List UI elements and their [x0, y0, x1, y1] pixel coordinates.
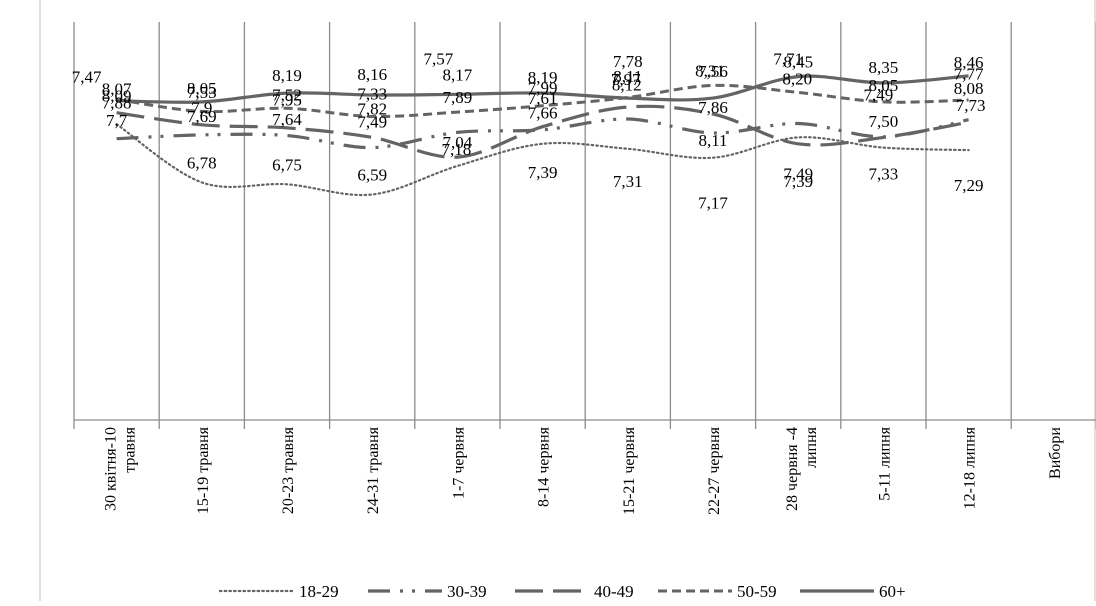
data-label: 8,16 [357, 65, 387, 84]
data-label: 7,73 [956, 96, 986, 115]
data-label: 7,47 [72, 68, 102, 87]
data-label: 7,88 [102, 94, 132, 113]
x-tick-label: 1-7 червня [450, 426, 467, 499]
data-label: 8,46 [954, 53, 984, 72]
data-label: 7,69 [187, 107, 217, 126]
data-label: 8,09 [102, 86, 132, 105]
data-label: 7,97 [611, 70, 641, 89]
data-label: 8,12 [612, 75, 642, 94]
data-label: 7,86 [698, 98, 728, 117]
x-tick-label: Вибори [1047, 427, 1064, 479]
data-label: 7,64 [272, 110, 302, 129]
data-label: 8,17 [443, 65, 473, 84]
data-label: 8,31 [695, 61, 725, 80]
data-label: 7,31 [613, 172, 643, 191]
data-label: 8,05 [187, 79, 217, 98]
data-label: 8,20 [782, 69, 812, 88]
data-labels: 7,76,78 6,756,597,047,39 7,317,177,49 7,337… [72, 49, 986, 212]
x-tick-label: 28 червня -4 липня [784, 426, 820, 511]
data-label: 7,50 [869, 112, 899, 131]
legend-label: 40-49 [594, 582, 634, 601]
x-tick-label: 5-11 липня [876, 426, 893, 500]
x-tick-label: 15-21 червня [621, 426, 638, 515]
data-label: 8,05 [869, 76, 899, 95]
x-tick-label: 30 квітня-10 травня [103, 426, 139, 511]
series-lines [115, 74, 970, 197]
data-label: 8,35 [869, 58, 899, 77]
data-label: 8,45 [783, 53, 813, 72]
legend: 18-29 30-39 40-49 50-59 60+ [218, 582, 906, 601]
data-label: 7,71 [773, 49, 803, 68]
data-label: 7,53 [187, 83, 217, 102]
data-label: 7,61 [528, 89, 558, 108]
data-label: 7,66 [528, 104, 558, 123]
data-label: 7,57 [424, 49, 454, 68]
data-label: 7,49 [864, 85, 894, 104]
data-label: 7,82 [357, 100, 387, 119]
data-label: 8,19 [272, 66, 302, 85]
legend-label: 18-29 [299, 582, 339, 601]
data-label: 7,52 [272, 86, 302, 105]
x-tick-labels: 30 квітня-10 травня 15-19 травня 20-23 трав… [103, 426, 1064, 515]
data-label: 8,08 [954, 79, 984, 98]
x-tick-label: 12-18 липня [962, 426, 979, 509]
vertical-gridlines [73, 22, 1096, 429]
data-label: 6,59 [357, 165, 387, 184]
data-label: 8,19 [528, 68, 558, 87]
x-tick-label: 22-27 червня [706, 426, 723, 515]
legend-label: 50-59 [737, 582, 777, 601]
data-label: 8,07 [102, 80, 132, 99]
data-label: 7,39 [528, 163, 558, 182]
x-tick-label: 15-19 травня [195, 426, 212, 514]
data-label: 7,49 [783, 164, 813, 183]
data-label: 7,17 [698, 194, 728, 213]
data-label: 6,75 [272, 155, 302, 174]
chart-frame [39, 0, 1096, 601]
data-label: 7,56 [698, 62, 728, 81]
series-line-4 [116, 74, 969, 104]
data-label: 7,89 [443, 88, 473, 107]
data-label: 7,77 [954, 65, 984, 84]
data-label: 7,33 [869, 165, 899, 184]
data-label: 7,49 [357, 112, 387, 131]
data-label: 7,39 [783, 172, 813, 191]
data-label: 7,33 [357, 85, 387, 104]
data-label: 6,78 [187, 153, 217, 172]
legend-label: 30-39 [447, 582, 487, 601]
series-line-2 [116, 104, 969, 159]
data-label: 8,11 [613, 67, 642, 86]
data-label: 7,99 [528, 79, 558, 98]
data-label: 7,9 [191, 98, 212, 117]
data-label: 7,78 [613, 52, 643, 71]
series-line-0 [115, 123, 970, 197]
data-label: 8,11 [698, 131, 727, 150]
series-line-3 [116, 83, 969, 119]
x-tick-label: 20-23 травня [280, 426, 297, 514]
legend-label: 60+ [879, 582, 906, 601]
data-label: 7,7 [106, 111, 128, 130]
x-tick-label: 24-31 травня [365, 426, 382, 514]
data-label: 7,18 [442, 140, 472, 159]
data-label: 7,04 [443, 133, 473, 152]
x-tick-label: 8-14 червня [536, 426, 553, 507]
data-label: 7,95 [272, 90, 302, 109]
data-label: 7,29 [954, 176, 984, 195]
